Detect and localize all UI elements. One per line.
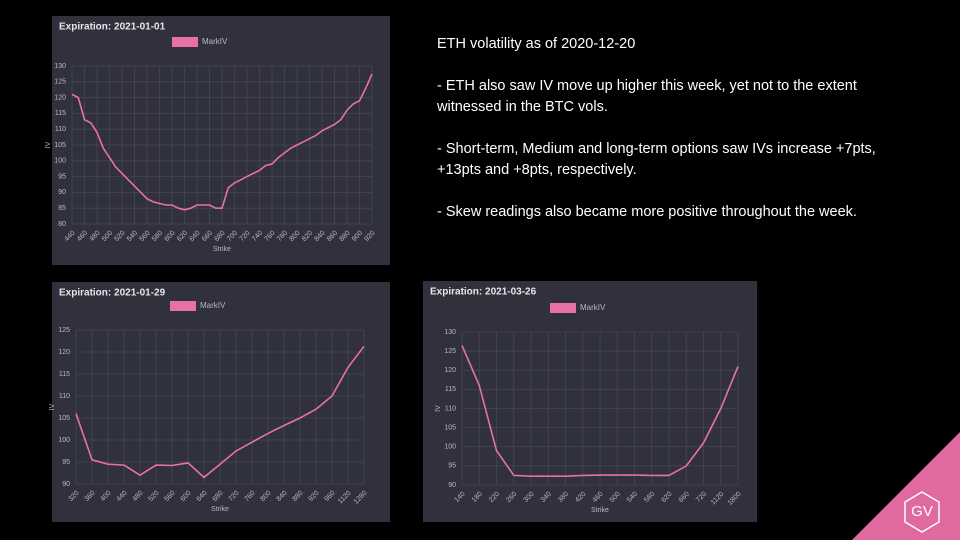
y-tick-label: 110	[55, 126, 66, 133]
y-tick-label: 105	[54, 142, 66, 149]
chart-panel	[423, 281, 757, 522]
chart-title: Expiration: 2021-01-01	[59, 22, 166, 33]
series-line	[75, 345, 365, 479]
y-tick-label: 110	[59, 393, 70, 400]
y-axis-label: IV	[49, 403, 56, 410]
y-tick-label: 85	[58, 205, 66, 212]
text-block: ETH volatility as of 2020-12-20 - ETH al…	[437, 34, 907, 244]
y-tick-label: 80	[58, 221, 66, 228]
y-tick-label: 100	[54, 158, 66, 165]
bullet: - Skew readings also became more positiv…	[437, 204, 857, 220]
chart-panel	[52, 282, 390, 522]
y-axis-label: IV	[45, 141, 52, 148]
chart-title: Expiration: 2021-03-26	[430, 287, 537, 298]
legend-swatch	[172, 37, 198, 47]
y-tick-label: 110	[445, 405, 456, 412]
bullet: - ETH also saw IV move up higher this we…	[437, 78, 857, 115]
series-line	[461, 345, 739, 477]
y-tick-label: 95	[58, 173, 66, 180]
chart-panel	[52, 16, 390, 265]
heading: ETH volatility as of 2020-12-20	[437, 36, 636, 52]
y-tick-label: 95	[62, 459, 70, 466]
y-tick-label: 130	[54, 63, 66, 70]
bullet: - Short-term, Medium and long-term optio…	[437, 141, 876, 178]
y-tick-label: 100	[444, 444, 456, 451]
y-tick-label: 115	[445, 386, 456, 393]
y-tick-label: 115	[55, 110, 66, 117]
y-tick-label: 95	[448, 463, 456, 470]
y-tick-label: 105	[58, 415, 70, 422]
y-tick-label: 120	[444, 367, 456, 374]
chart-title: Expiration: 2021-01-29	[59, 288, 166, 299]
series-line	[71, 73, 373, 211]
legend-swatch	[550, 303, 576, 313]
legend-swatch	[170, 301, 196, 311]
legend-label: MarkIV	[200, 301, 226, 310]
y-tick-label: 100	[58, 437, 70, 444]
y-axis-label: IV	[435, 405, 442, 412]
legend-label: MarkIV	[202, 37, 228, 46]
y-tick-label: 90	[448, 482, 456, 489]
y-tick-label: 125	[58, 327, 70, 334]
y-tick-label: 130	[444, 329, 456, 336]
y-tick-label: 125	[444, 348, 456, 355]
y-tick-label: 115	[59, 371, 70, 378]
legend-label: MarkIV	[580, 303, 606, 312]
x-axis-label: Strike	[213, 246, 231, 253]
y-tick-label: 90	[58, 189, 66, 196]
logo-triangle	[852, 432, 960, 540]
y-tick-label: 120	[58, 349, 70, 356]
y-tick-label: 125	[54, 79, 66, 86]
logo-hexagon	[904, 491, 940, 533]
x-axis-label: Strike	[211, 506, 229, 513]
logo-text: GV	[911, 503, 933, 520]
y-tick-label: 90	[62, 481, 70, 488]
x-axis-label: Strike	[591, 507, 609, 514]
y-tick-label: 105	[444, 424, 456, 431]
y-tick-label: 120	[54, 94, 66, 101]
